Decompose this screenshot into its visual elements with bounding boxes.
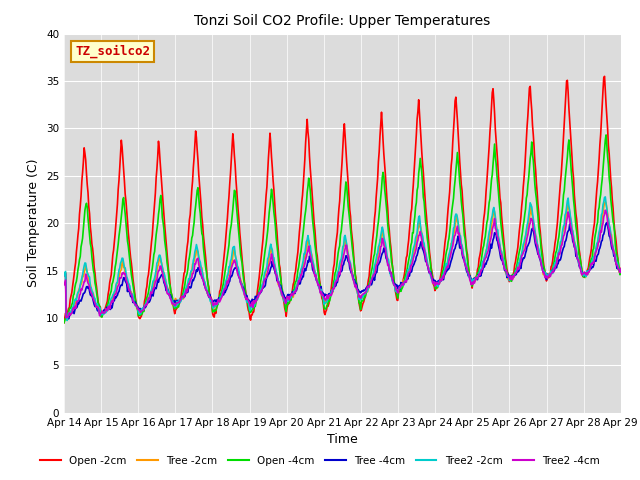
Tree2 -4cm [128, 294, 136, 300]
Tree -2cm [71, 301, 79, 307]
Open -2cm [617, 265, 625, 271]
Tree -4cm [60, 273, 68, 278]
Tree2 -4cm [60, 282, 68, 288]
Tree -2cm [411, 245, 419, 251]
Tree2 -4cm [214, 297, 222, 302]
Tree2 -2cm [214, 300, 222, 306]
Tree -2cm [602, 199, 609, 204]
Tree -4cm [128, 295, 136, 301]
Open -4cm [410, 220, 418, 226]
Tree2 -4cm [617, 266, 625, 272]
Line: Tree -4cm: Tree -4cm [64, 223, 621, 319]
Tree2 -2cm [128, 291, 136, 297]
Tree2 -2cm [617, 266, 625, 272]
Open -4cm [60, 320, 68, 325]
Tree2 -4cm [185, 281, 193, 287]
Tree2 -2cm [602, 194, 609, 200]
Tree2 -4cm [411, 251, 419, 256]
Tree2 -2cm [411, 241, 419, 247]
Tree -2cm [428, 270, 435, 276]
Tree -4cm [617, 268, 625, 274]
Line: Tree2 -4cm: Tree2 -4cm [64, 210, 621, 318]
Open -2cm [127, 260, 135, 266]
Tree -2cm [128, 293, 136, 299]
Open -2cm [426, 256, 434, 262]
Open -4cm [214, 303, 221, 309]
Title: Tonzi Soil CO2 Profile: Upper Temperatures: Tonzi Soil CO2 Profile: Upper Temperatur… [195, 14, 490, 28]
Text: TZ_soilco2: TZ_soilco2 [75, 44, 150, 58]
Tree2 -4cm [71, 303, 79, 309]
Tree2 -4cm [63, 315, 70, 321]
Open -2cm [70, 272, 78, 278]
Open -2cm [410, 170, 418, 176]
Tree2 -2cm [428, 276, 435, 281]
Open -4cm [184, 265, 192, 271]
Open -2cm [184, 239, 192, 244]
Tree2 -2cm [63, 318, 71, 324]
Tree2 -2cm [185, 276, 193, 281]
Tree2 -2cm [71, 297, 79, 303]
Line: Tree -2cm: Tree -2cm [64, 202, 621, 318]
Tree -2cm [63, 315, 71, 321]
Open -2cm [601, 73, 609, 79]
Tree -4cm [411, 259, 419, 264]
Tree2 -4cm [428, 273, 435, 278]
Open -4cm [127, 272, 135, 277]
Tree -2cm [60, 273, 68, 278]
Tree -4cm [214, 297, 222, 302]
Tree -2cm [214, 297, 222, 302]
Tree -2cm [185, 279, 193, 285]
Line: Open -2cm: Open -2cm [64, 76, 621, 323]
Legend: Open -2cm, Tree -2cm, Open -4cm, Tree -4cm, Tree2 -2cm, Tree2 -4cm: Open -2cm, Tree -2cm, Open -4cm, Tree -4… [36, 452, 604, 470]
Tree2 -2cm [60, 273, 68, 278]
Line: Open -4cm: Open -4cm [64, 135, 621, 323]
Y-axis label: Soil Temperature (C): Soil Temperature (C) [28, 159, 40, 288]
Open -4cm [426, 259, 434, 265]
Tree -4cm [185, 284, 193, 289]
Open -4cm [602, 132, 610, 138]
Tree -4cm [428, 271, 435, 277]
Tree -2cm [617, 269, 625, 275]
Tree2 -4cm [602, 207, 609, 213]
Open -2cm [214, 301, 221, 307]
Open -4cm [70, 291, 78, 297]
Line: Tree2 -2cm: Tree2 -2cm [64, 197, 621, 321]
X-axis label: Time: Time [327, 433, 358, 446]
Tree -4cm [71, 307, 79, 313]
Open -4cm [617, 269, 625, 275]
Tree -4cm [65, 316, 72, 322]
Tree -4cm [603, 220, 611, 226]
Open -2cm [60, 320, 68, 325]
